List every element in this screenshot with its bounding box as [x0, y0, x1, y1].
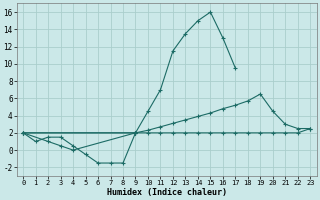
- X-axis label: Humidex (Indice chaleur): Humidex (Indice chaleur): [107, 188, 227, 197]
